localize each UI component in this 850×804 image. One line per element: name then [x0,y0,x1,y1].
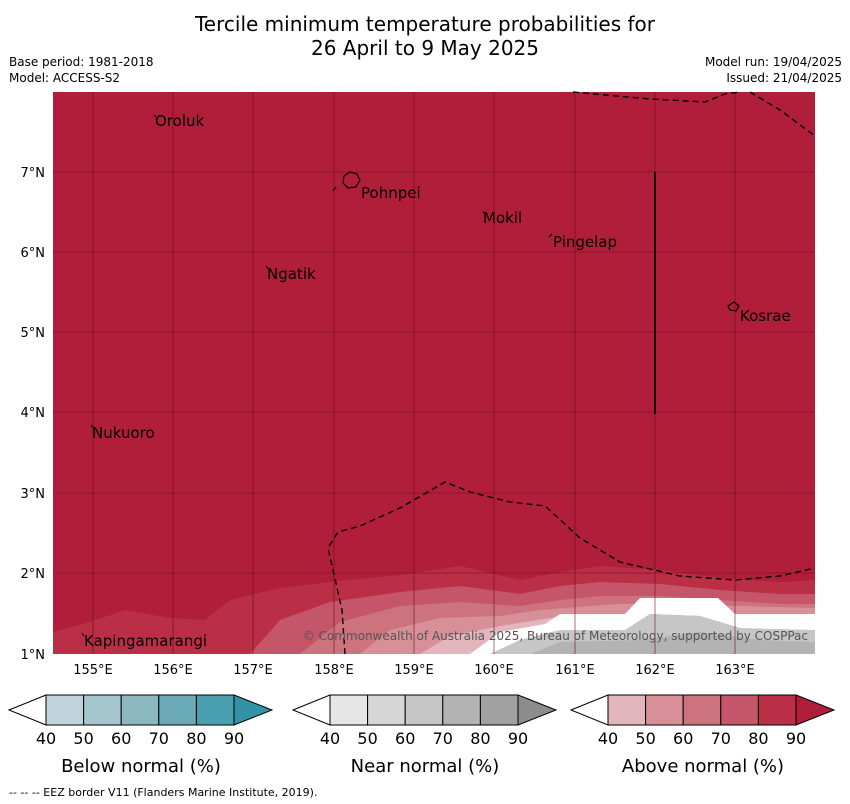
colorbar-segment [404,694,444,726]
copyright-notice: © Commonwealth of Australia 2025, Bureau… [303,629,808,643]
colorbar-tick: 80 [470,729,490,748]
longitude-labels: 155°E 156°E 157°E 158°E 159°E 160°E 161°E 162°E… [73,663,755,678]
colorbar-segment [367,694,406,726]
colorbar-segment [757,694,797,726]
colorbar-tick: 60 [395,729,415,748]
legend-title: Above normal (%) [621,756,785,777]
issued-date: Issued: 21/04/2025 [726,71,842,85]
colorbar-upper-extend [795,694,836,726]
model-run: Model run: 19/04/2025 [704,55,842,69]
legend-title: Near normal (%) [350,756,500,777]
colorbar-lower-extend [292,694,331,726]
place-nukuoro: Nukuoro [92,424,155,442]
place-pingelap: Pingelap [553,233,617,251]
colorbar-tick: 50 [73,729,93,748]
lon-tick-label: 161°E [555,663,595,678]
colorbar-segment [720,694,759,726]
eez-border-north [572,91,816,137]
colorbar-0: 40 50 60 70 80 90 [8,694,274,748]
lat-tick-label: 2°N [21,567,46,582]
colorbar-segment [645,694,684,726]
lat-tick-label: 1°N [21,648,46,663]
title-line-2: 26 April to 9 May 2025 [311,36,539,60]
lon-tick-label: 156°E [153,663,193,678]
place-oroluk: Oroluk [155,112,204,130]
colorbar-tick: 80 [748,729,768,748]
colorbar-lower-extend [570,694,609,726]
lat-tick-label: 7°N [21,166,46,181]
kosrae-island [727,301,740,312]
neutral-band [470,598,815,654]
place-mokil: Mokil [483,209,522,227]
colorbar-segment [83,694,122,726]
colorbar-segment [195,694,235,726]
lon-tick-label: 163°E [715,663,755,678]
grid [53,92,815,654]
lon-tick-label: 158°E [314,663,354,678]
colorbar-tick: 50 [635,729,655,748]
place-kosrae: Kosrae [740,307,791,325]
colorbar-tick: 70 [711,729,731,748]
lon-tick-label: 155°E [73,663,113,678]
colorbar-tick: 90 [786,729,806,748]
lon-tick-label: 157°E [233,663,273,678]
place-labels: Oroluk Pohnpei Mokil Pingelap Ngatik Kos… [84,112,791,650]
colorbar-segment [479,694,519,726]
lon-tick-label: 160°E [474,663,514,678]
colorbar-1: 40 50 60 70 80 90 [292,694,558,748]
colorbar-tick: 70 [149,729,169,748]
lat-tick-label: 6°N [21,246,46,261]
colorbar-segment [45,694,85,726]
lon-tick-label: 162°E [635,663,675,678]
place-kapingamarangi: Kapingamarangi [84,632,207,650]
lat-tick-label: 3°N [21,487,46,502]
map-title: Tercile minimum temperature probabilitie… [0,12,850,60]
colorbar-tick: 40 [36,729,56,748]
meta-left: Base period: 1981-2018 Model: ACCESS-S2 [9,54,154,86]
latitude-labels: 1°N 2°N 3°N 4°N 5°N 6°N 7°N [21,166,46,663]
colorbar-segment [682,694,722,726]
place-pohnpei: Pohnpei [361,184,421,202]
title-line-1: Tercile minimum temperature probabilitie… [194,12,656,36]
lat-tick-label: 5°N [21,326,46,341]
map-area [53,92,815,654]
colorbar-segment [329,694,369,726]
base-period: Base period: 1981-2018 [9,55,154,69]
place-ngatik: Ngatik [267,265,316,283]
colorbar-tick: 80 [186,729,206,748]
model-name: Model: ACCESS-S2 [9,71,121,85]
colorbar-segment [442,694,481,726]
ant-atoll [332,186,337,192]
colorbar-2: 40 50 60 70 80 90 [570,694,836,748]
colorbar-tick: 50 [357,729,377,748]
lat-tick-label: 4°N [21,406,46,421]
colorbar-tick: 90 [224,729,244,748]
colorbar-upper-extend [517,694,558,726]
colorbar-tick: 40 [320,729,340,748]
probability-map: Oroluk Pohnpei Mokil Pingelap Ngatik Kos… [21,91,816,678]
colorbar-tick: 90 [508,729,528,748]
colorbar-lower-extend [8,694,47,726]
colorbar-segment [158,694,197,726]
eez-border [327,91,816,655]
legend-title: Below normal (%) [61,756,221,777]
colorbar-tick: 70 [433,729,453,748]
atoll-marks [81,114,553,637]
colorbar-upper-extend [233,694,274,726]
colorbar-segment [120,694,160,726]
eez-footnote: -- -- -- EEZ border V11 (Flanders Marine… [9,786,318,799]
colorbar-tick: 60 [673,729,693,748]
colorbar-segment [607,694,647,726]
pohnpei-island [342,171,361,189]
eez-border-south [327,481,816,655]
colorbar-tick: 40 [598,729,618,748]
colorbar-tick: 60 [111,729,131,748]
near-normal-band-2 [530,632,815,654]
lon-tick-label: 159°E [394,663,434,678]
meta-right: Model run: 19/04/2025 Issued: 21/04/2025 [705,54,842,86]
